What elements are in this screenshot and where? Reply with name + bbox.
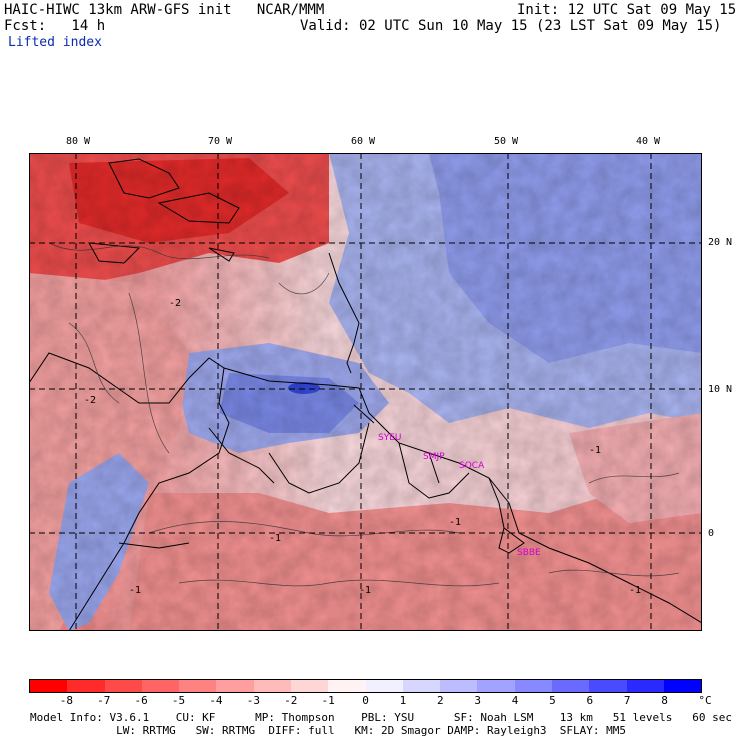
colorbar-label: 8 [661, 694, 668, 707]
field-name: Lifted index [8, 35, 102, 50]
colorbar-label: 0 [362, 694, 369, 707]
colorbar-label: 5 [549, 694, 556, 707]
colorbar-swatch [477, 680, 515, 692]
contour-label: -1 [449, 517, 461, 528]
colorbar-swatch [290, 680, 329, 692]
colorbar-label: 7 [623, 694, 631, 707]
lon-label-40w: 40 W [636, 136, 661, 147]
colorbar-swatch [589, 680, 627, 692]
contour-label: -1 [269, 533, 281, 544]
colorbar-label: -1 [321, 694, 335, 707]
colorbar-label: 2 [436, 694, 444, 707]
colorbar-label: -4 [209, 694, 223, 707]
colorbar-label: -3 [246, 694, 260, 707]
colorbar-swatch [514, 680, 552, 692]
model-info-line-1: Model Info: V3.6.1 CU: KF MP: Thompson P… [30, 711, 732, 724]
colorbar-label: 6 [586, 694, 594, 707]
colorbar [29, 679, 702, 693]
map-canvas: -2 -2 -1 -1 -1 -1 -1 -1 SYEU SMJP SOCA S… [28, 153, 703, 632]
colorbar-unit: °C [698, 694, 712, 707]
lat-label-20n: 20 N [708, 237, 733, 248]
lon-label-60w: 60 W [351, 136, 376, 147]
colorbar-swatch [216, 680, 254, 692]
contour-label: -2 [169, 298, 181, 309]
colorbar-label: -6 [134, 694, 148, 707]
colorbar-swatch [253, 680, 291, 692]
station-soca: SOCA [459, 461, 485, 471]
colorbar-swatch [141, 680, 180, 692]
contour-label: -1 [129, 585, 141, 596]
lon-label-80w: 80 W [66, 136, 91, 147]
station-sbbe: SBBE [517, 548, 541, 558]
station-syeu: SYEU [378, 433, 401, 443]
colorbar-swatch [402, 680, 441, 692]
colorbar-swatch [440, 680, 478, 692]
colorbar-label: -5 [171, 694, 186, 707]
colorbar-label: -7 [97, 694, 111, 707]
station-smjp: SMJP [423, 452, 445, 462]
colorbar-swatch [626, 680, 664, 692]
colorbar-swatch [328, 680, 366, 692]
lon-label-70w: 70 W [208, 136, 233, 147]
contour-label-group: -2 -2 -1 -1 -1 -1 -1 -1 [84, 298, 641, 596]
map-frame [29, 153, 702, 631]
colorbar-swatch [663, 680, 702, 692]
contour-label: -1 [629, 585, 641, 596]
colorbar-swatch [104, 680, 142, 692]
colorbar-label: -2 [284, 694, 298, 707]
contour-label: -2 [84, 395, 96, 406]
colorbar-label: 4 [511, 694, 519, 707]
contour-label: -1 [589, 445, 601, 456]
init-time: Init: 12 UTC Sat 09 May 15 [517, 2, 737, 18]
lon-label-50w: 50 W [494, 136, 519, 147]
model-info-line-2: LW: RRTMG SW: RRTMG DIFF: full KM: 2D Sm… [30, 724, 627, 737]
colorbar-label: -8 [59, 694, 73, 707]
colorbar-swatch [30, 680, 68, 692]
lat-label-equator: 0 [708, 528, 715, 539]
colorbar-swatch [179, 680, 217, 692]
colorbar-swatch [67, 680, 105, 692]
colorbar-swatch [551, 680, 590, 692]
forecast-hour: Fcst: 14 h [4, 18, 106, 34]
colorbar-label: 1 [399, 694, 407, 707]
lat-label-10n: 10 N [708, 384, 733, 395]
colorbar-swatch [365, 680, 403, 692]
station-group: SYEU SMJP SOCA SBBE [378, 433, 541, 558]
field-texture [29, 153, 702, 631]
contour-label: -1 [359, 585, 371, 596]
valid-time: Valid: 02 UTC Sun 10 May 15 (23 LST Sat … [300, 18, 722, 34]
latlon-grid [29, 153, 702, 631]
colorbar-label: 3 [474, 694, 481, 707]
map-panel: -2 -2 -1 -1 -1 -1 -1 -1 SYEU SMJP SOCA S… [28, 153, 703, 632]
model-title: HAIC-HIWC 13km ARW-GFS init NCAR/MMM [4, 2, 325, 18]
